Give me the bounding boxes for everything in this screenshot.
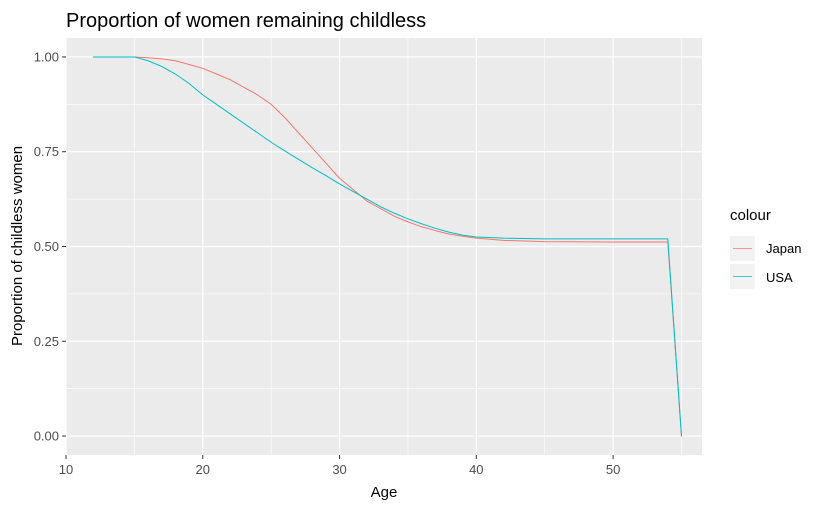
- x-axis-ticks: 10 20 30 40 50: [59, 455, 620, 477]
- x-tick-label: 10: [59, 462, 73, 477]
- series-line-japan: [92, 56, 682, 437]
- series-line-usa: [92, 56, 682, 437]
- legend-title: colour: [730, 207, 771, 224]
- y-tick-label: 1.00: [34, 49, 59, 64]
- legend-label-usa: USA: [766, 270, 793, 285]
- y-tick-label: 0.00: [34, 429, 59, 444]
- x-axis-title: Age: [371, 484, 398, 501]
- y-axis-title: Proportion of childless women: [9, 146, 26, 346]
- y-tick-label: 0.75: [34, 144, 59, 159]
- chart-title: Proportion of women remaining childless: [66, 10, 426, 32]
- legend: colour Japan USA: [730, 207, 801, 289]
- x-tick-label: 40: [469, 462, 483, 477]
- x-tick-label: 20: [196, 462, 210, 477]
- y-tick-label: 0.25: [34, 334, 59, 349]
- series-lines: [92, 56, 682, 437]
- legend-label-japan: Japan: [766, 241, 801, 256]
- y-tick-label: 0.50: [34, 239, 59, 254]
- y-axis-ticks: 0.00 0.25 0.50 0.75 1.00: [34, 49, 66, 444]
- x-tick-label: 50: [606, 462, 620, 477]
- x-tick-label: 30: [332, 462, 346, 477]
